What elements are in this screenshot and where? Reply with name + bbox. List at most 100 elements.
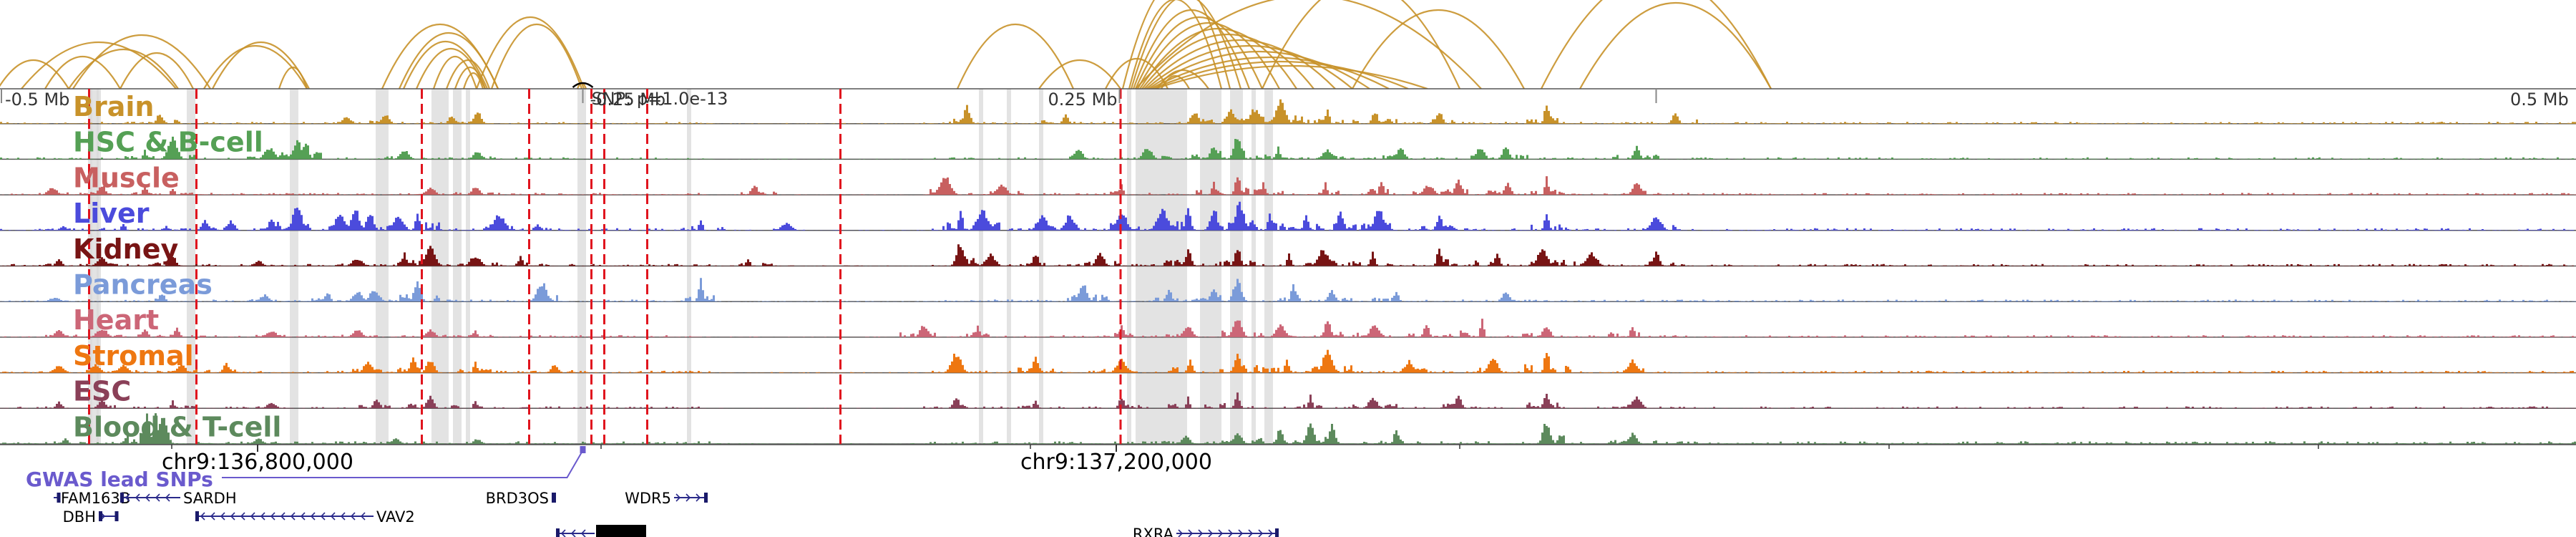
relative-axis: -0.5 Mb -0.25 Mb 0.25 Mb 0.5 Mb SNP: p=1.0e-… [1, 82, 2569, 110]
track-7 [0, 349, 2576, 374]
loop-arc [956, 23, 1075, 89]
gray-marker-line [466, 89, 470, 445]
gene-label: SARDH [183, 490, 237, 507]
gray-marker-line [1166, 89, 1170, 445]
gray-marker-line [1136, 89, 1140, 445]
gray-marker-line [191, 89, 195, 445]
gene-strand-arrow [1268, 529, 1274, 537]
loop-arc [454, 66, 487, 89]
gene-strand-arrow [1218, 529, 1224, 537]
gene-exon [120, 493, 124, 503]
gene-strand-arrow [145, 493, 150, 502]
loop-arc [278, 66, 308, 89]
gray-marker-line [1157, 89, 1161, 445]
loop-arc [68, 48, 179, 89]
gray-marker-line [1170, 89, 1174, 445]
gene-vav2: VAV2 [195, 508, 415, 526]
gray-marker-line [380, 89, 384, 445]
gene-strand-arrow [290, 512, 296, 521]
gene-exon [1275, 528, 1279, 537]
gene-wdr5: WDR5 [625, 490, 708, 507]
gene-strand-arrow [260, 512, 265, 521]
track-label: Liver [73, 198, 150, 229]
loop-arc [1161, 75, 1190, 89]
loop-arc [72, 34, 211, 89]
signal-tracks [0, 88, 2576, 445]
coordinate-tick-label: chr9:136,800,000 [162, 450, 353, 475]
gene-label: DBH [63, 508, 96, 526]
gene-strand-arrow [340, 512, 346, 521]
track-signal [0, 392, 2576, 409]
relative-tick-label: 0.5 Mb [2510, 90, 2569, 110]
loop-arc [1135, 0, 1482, 89]
gene-label: BRD3 [599, 526, 641, 537]
loop-arc [402, 40, 489, 89]
snp-marker-arc [572, 82, 594, 88]
track-signal [0, 99, 2576, 124]
gene-strand-arrow [1208, 529, 1214, 537]
snp-pvalue-label: SNP: p=1.0e-13 [592, 89, 728, 109]
loop-arc [1148, 51, 1370, 89]
gray-marker-line [1213, 89, 1217, 445]
gray-marker-line [1039, 89, 1043, 445]
gene-strand-arrow [1258, 529, 1264, 537]
gray-marker-line [1140, 89, 1144, 445]
gray-marker-line [97, 89, 101, 445]
gray-marker-line [1153, 89, 1157, 445]
gray-marker-line [290, 89, 294, 445]
gene-strand-arrow [1178, 529, 1184, 537]
gwas-link-line [222, 450, 584, 478]
gene-exon [195, 511, 199, 521]
gene-strand-arrow [230, 512, 235, 521]
track-label: Heart [73, 304, 159, 336]
track-6 [0, 319, 2576, 338]
gray-marker-line [1269, 89, 1273, 445]
coordinate-axis: chr9:136,800,000 chr9:137,200,000 [0, 444, 2576, 475]
gene-label: RXRA [1133, 526, 1174, 537]
loop-arc [1156, 69, 1209, 89]
loop-arc [212, 41, 310, 89]
loop-arc [119, 52, 194, 89]
loop-arc [490, 23, 583, 89]
loop-arc [1132, 9, 1251, 89]
gray-marker-line [1144, 89, 1148, 445]
track-8 [0, 392, 2576, 410]
track-signal [0, 349, 2576, 373]
gene-brd3os: BRD3OS [486, 490, 556, 507]
gene-strand-arrow [686, 493, 691, 502]
gene-strand-arrow [310, 512, 316, 521]
gray-marker-line [90, 89, 94, 445]
gray-marker-line [577, 89, 582, 445]
gene-strand-arrow [125, 493, 130, 502]
gene-strand-arrow [250, 512, 255, 521]
track-label: HSC & B-cell [73, 127, 263, 158]
loop-arc [1121, 0, 1231, 89]
track-2 [0, 176, 2576, 195]
gene-brd3: BRD3 [556, 525, 646, 537]
loop-arcs [0, 0, 1772, 89]
gray-marker-line [1007, 89, 1011, 445]
gwas-label: GWAS lead SNPs [26, 468, 213, 491]
gene-strand-arrow [1188, 529, 1194, 537]
gene-strand-arrow [220, 512, 225, 521]
gene-exon [552, 493, 556, 503]
track-signal [0, 413, 2576, 444]
gene-label: WDR5 [625, 490, 671, 507]
track-1 [0, 136, 2576, 160]
track-label: Kidney [73, 233, 178, 265]
gene-exon [556, 528, 560, 537]
gene-strand-arrow [210, 512, 215, 521]
gene-strand-arrow [165, 493, 170, 502]
gray-marker-line [376, 89, 380, 445]
gray-marker-line [687, 89, 691, 445]
gray-marker-line [979, 89, 983, 445]
track-label: Muscle [73, 162, 180, 193]
gene-strand-arrow [675, 493, 681, 502]
gene-strand-arrow [350, 512, 356, 521]
gray-marker-line [444, 89, 449, 445]
gene-strand-arrow [570, 529, 576, 537]
relative-tick-label: -0.25 Mb [590, 90, 666, 110]
gray-marker-line [1183, 89, 1187, 445]
